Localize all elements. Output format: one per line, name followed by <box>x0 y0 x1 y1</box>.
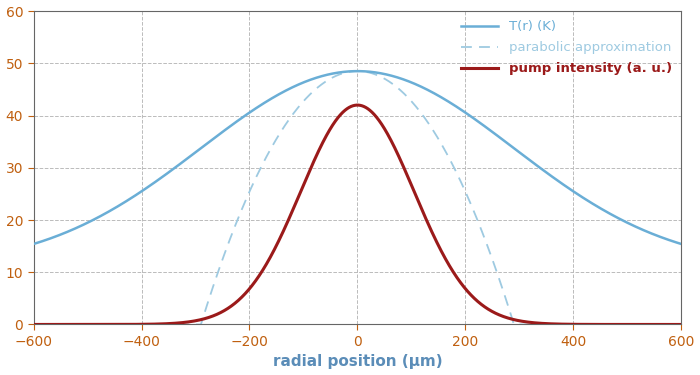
parabolic approximation <box>278 128 286 132</box>
pump intensity (a. u.) <box>278 232 286 236</box>
Line: T(r) (K): T(r) (K) <box>34 71 681 244</box>
pump intensity (a. u.) <box>595 322 603 327</box>
T(r) (K) <box>104 210 112 214</box>
parabolic approximation <box>104 322 112 327</box>
parabolic approximation <box>29 322 38 327</box>
pump intensity (a. u.) <box>104 322 112 327</box>
parabolic approximation <box>677 322 685 327</box>
Line: pump intensity (a. u.): pump intensity (a. u.) <box>34 105 681 324</box>
pump intensity (a. u.) <box>664 322 673 327</box>
pump intensity (a. u.) <box>677 322 685 327</box>
T(r) (K) <box>29 242 38 246</box>
T(r) (K) <box>353 69 361 74</box>
T(r) (K) <box>306 78 314 82</box>
Line: parabolic approximation: parabolic approximation <box>34 71 681 324</box>
Legend: T(r) (K), parabolic approximation, pump intensity (a. u.): T(r) (K), parabolic approximation, pump … <box>456 15 678 80</box>
parabolic approximation <box>595 322 603 327</box>
T(r) (K) <box>664 238 673 242</box>
X-axis label: radial position (μm): radial position (μm) <box>272 354 442 369</box>
parabolic approximation <box>141 322 150 327</box>
parabolic approximation <box>664 322 673 327</box>
T(r) (K) <box>278 90 286 95</box>
pump intensity (a. u.) <box>306 168 314 172</box>
T(r) (K) <box>677 242 685 246</box>
parabolic approximation <box>353 69 361 74</box>
pump intensity (a. u.) <box>141 322 150 327</box>
T(r) (K) <box>141 186 150 190</box>
pump intensity (a. u.) <box>353 103 361 107</box>
parabolic approximation <box>306 92 314 97</box>
pump intensity (a. u.) <box>29 322 38 327</box>
T(r) (K) <box>595 205 603 210</box>
